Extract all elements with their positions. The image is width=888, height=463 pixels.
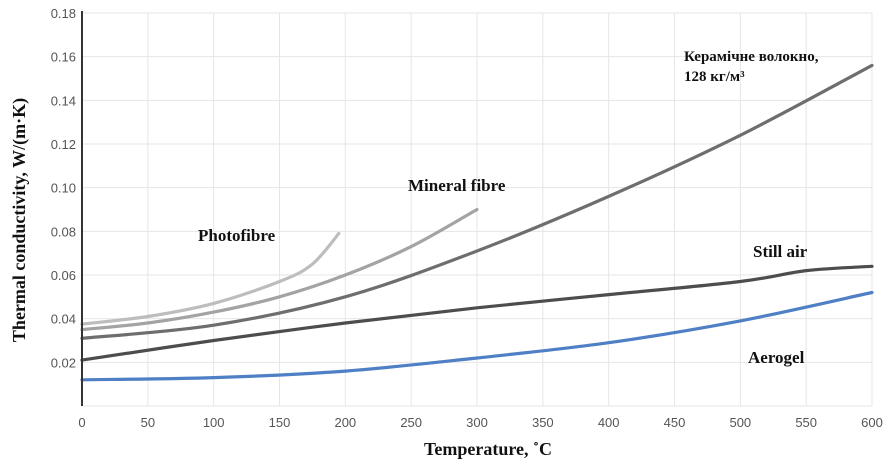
grid: [81, 12, 873, 407]
y-tick-label: 0.06: [51, 268, 76, 283]
y-tick-label: 0.14: [51, 93, 76, 108]
series-line-ceramic-fibre: [80, 63, 874, 340]
x-tick-label: 250: [400, 415, 422, 430]
x-tick-label: 450: [664, 415, 686, 430]
series-label-mineral-fibre: Mineral fibre: [408, 176, 506, 195]
y-tick-label: 0.04: [51, 312, 76, 327]
x-tick-label: 50: [141, 415, 155, 430]
x-axis-title: Temperature, ˚C: [424, 439, 552, 459]
series-line-photofibre: [80, 231, 341, 326]
series-label-still-air: Still air: [753, 242, 808, 261]
x-tick-label: 550: [795, 415, 817, 430]
x-tick-label: 350: [532, 415, 554, 430]
x-tick-label: 100: [203, 415, 225, 430]
x-tick-label: 600: [861, 415, 883, 430]
series-label-aerogel: Aerogel: [748, 348, 805, 367]
y-tick-label: 0.12: [51, 137, 76, 152]
series-line-still-air: [80, 264, 874, 362]
series-label-ceramic-fibre-density: 128 кг/м³: [684, 69, 745, 85]
series-line-aerogel: [80, 290, 874, 382]
y-tick-label: 0.10: [51, 181, 76, 196]
y-tick-label: 0.02: [51, 355, 76, 370]
x-tick-label: 300: [466, 415, 488, 430]
series-lines: [80, 63, 874, 382]
y-tick-label: 0.08: [51, 224, 76, 239]
y-tick-label: 0.18: [51, 6, 76, 21]
x-tick-labels: 0 50 100 150 200 250 300 350 400 450 500 550 600: [78, 415, 882, 430]
x-tick-label: 500: [729, 415, 751, 430]
y-axis-title: Thermal conductivity, W/(m·K): [9, 98, 30, 342]
x-tick-label: 200: [334, 415, 356, 430]
x-tick-label: 0: [78, 415, 85, 430]
y-tick-label: 0.16: [51, 50, 76, 65]
series-label-ceramic-fibre: Керамічне волокно,: [684, 49, 819, 65]
x-tick-label: 150: [269, 415, 291, 430]
x-tick-label: 400: [598, 415, 620, 430]
series-line-mineral-fibre: [80, 207, 479, 332]
series-label-photofibre: Photofibre: [198, 226, 276, 245]
y-tick-labels: 0.02 0.04 0.06 0.08 0.10 0.12 0.14 0.16 0.18: [51, 6, 76, 370]
